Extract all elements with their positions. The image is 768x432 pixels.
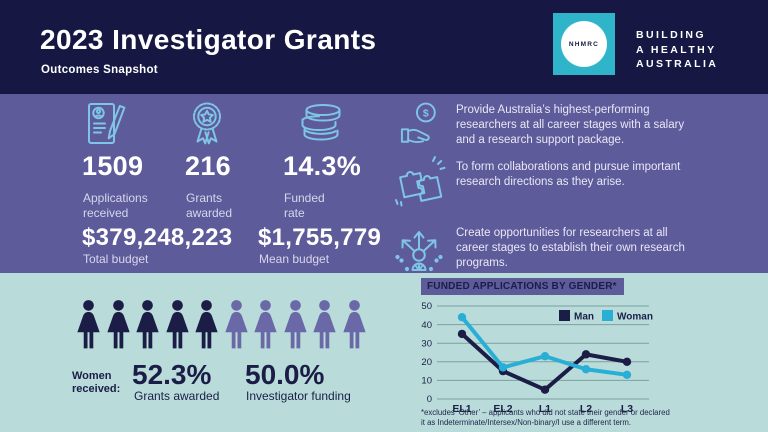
logo-tagline: BUILDING A HEALTHY AUSTRALIA — [636, 28, 718, 72]
x-tick-label: EL1 — [452, 403, 471, 415]
data-point-woman — [540, 352, 550, 361]
stat-value-mean-budget: $1,755,779 — [258, 224, 382, 251]
woman-pictogram-figure — [254, 300, 277, 349]
stat-label-grants: Grants awarded — [186, 191, 233, 220]
woman-pictogram-figure — [77, 300, 100, 349]
data-point-woman — [498, 363, 508, 372]
woman-pictogram-figure — [195, 300, 218, 349]
data-point-woman — [622, 370, 632, 380]
stat-value-total-budget: $379,248,223 — [82, 224, 233, 251]
stat-label-applications: Applications received — [83, 191, 148, 220]
stats-band: 1509 216 14.3% Applications received Gra… — [0, 94, 768, 273]
x-tick-label: L1 — [539, 403, 551, 415]
page-subtitle: Outcomes Snapshot — [41, 64, 158, 76]
women-grants-awarded-value: 52.3% — [132, 359, 212, 390]
application-icon — [88, 103, 126, 144]
women-pictogram — [75, 296, 368, 354]
woman-pictogram-figure — [224, 300, 248, 349]
woman-pictogram-figure — [283, 300, 307, 349]
legend-label-man: Man — [574, 312, 594, 323]
header-band: 2023 Investigator Grants Outcomes Snapsh… — [0, 0, 768, 94]
stat-value-funded-rate: 14.3% — [283, 151, 362, 181]
nhmrc-logo-circle: NHMRC — [561, 21, 607, 67]
hand-money-icon: $ — [400, 102, 436, 144]
coins-icon — [301, 104, 341, 141]
legend-swatch-man — [559, 310, 570, 321]
y-tick-label: 50 — [421, 301, 432, 312]
data-point-woman — [581, 365, 591, 374]
woman-pictogram-figure — [136, 300, 159, 349]
legend-label-woman: Woman — [617, 312, 653, 323]
data-point-man — [622, 357, 632, 366]
chart-footnote-line: it as Indeterminate/Intersex/Non-binary/… — [421, 417, 632, 427]
award-icon — [193, 102, 221, 145]
y-tick-label: 0 — [427, 394, 432, 405]
nhmrc-logo-text: NHMRC — [568, 40, 600, 48]
y-tick-label: 10 — [421, 376, 432, 387]
women-funding-value: 50.0% — [245, 359, 325, 390]
stat-value-applications: 1509 — [82, 151, 144, 181]
woman-pictogram-figure — [313, 300, 336, 349]
y-tick-label: 30 — [421, 338, 432, 349]
outcomes-band: Women received: 52.3% Grants awarded 50.… — [0, 273, 768, 432]
data-point-woman — [457, 312, 467, 322]
stat-label-funded-rate: Funded rate — [284, 191, 325, 220]
purpose-text-support: Provide Australia’s highest-performing r… — [456, 104, 685, 146]
woman-pictogram-figure — [165, 300, 189, 349]
series-line-woman — [460, 315, 629, 377]
chart-title: FUNDED APPLICATIONS BY GENDER* — [421, 278, 624, 295]
x-tick-label: EL2 — [493, 403, 512, 415]
data-point-man — [581, 350, 591, 359]
y-tick-label: 40 — [421, 320, 432, 331]
y-tick-label: 20 — [421, 357, 432, 368]
stat-value-grants: 216 — [185, 151, 231, 181]
gender-chart: 0 10 20 30 40 50 EL1 EL2 L1 L2 L3 Man Woman — [421, 301, 653, 415]
woman-pictogram-figure — [342, 300, 366, 349]
data-point-man — [540, 385, 550, 394]
collaboration-icon — [395, 156, 446, 207]
opportunities-icon — [395, 231, 443, 272]
x-tick-label: L3 — [621, 403, 633, 415]
x-tick-label: L2 — [580, 403, 592, 415]
tagline-line: A HEALTHY — [636, 43, 717, 56]
women-funding-label: Investigator funding — [246, 389, 351, 403]
legend-swatch-woman — [602, 310, 613, 321]
women-received-label: Women received: — [72, 370, 121, 395]
tagline-line: BUILDING — [636, 29, 706, 41]
nhmrc-logo: NHMRC — [553, 13, 615, 75]
women-grants-awarded-label: Grants awarded — [134, 389, 220, 403]
page-title: 2023 Investigator Grants — [40, 24, 377, 55]
stat-label-total-budget: Total budget — [83, 252, 149, 266]
svg-text:$: $ — [423, 107, 429, 119]
purpose-text-opportunities: Create opportunities for researchers at … — [456, 227, 685, 269]
chart-footnote: *excludes ‘Other’ – applicants who did n… — [421, 408, 670, 427]
purpose-text-collaborations: To form collaborations and pursue import… — [456, 161, 681, 188]
woman-pictogram-figure — [106, 300, 130, 349]
data-point-man — [457, 329, 467, 339]
chart-footnote-line: *excludes ‘Other’ – applicants who did n… — [421, 408, 670, 417]
stat-label-mean-budget: Mean budget — [259, 252, 330, 266]
tagline-line: AUSTRALIA — [636, 58, 719, 70]
